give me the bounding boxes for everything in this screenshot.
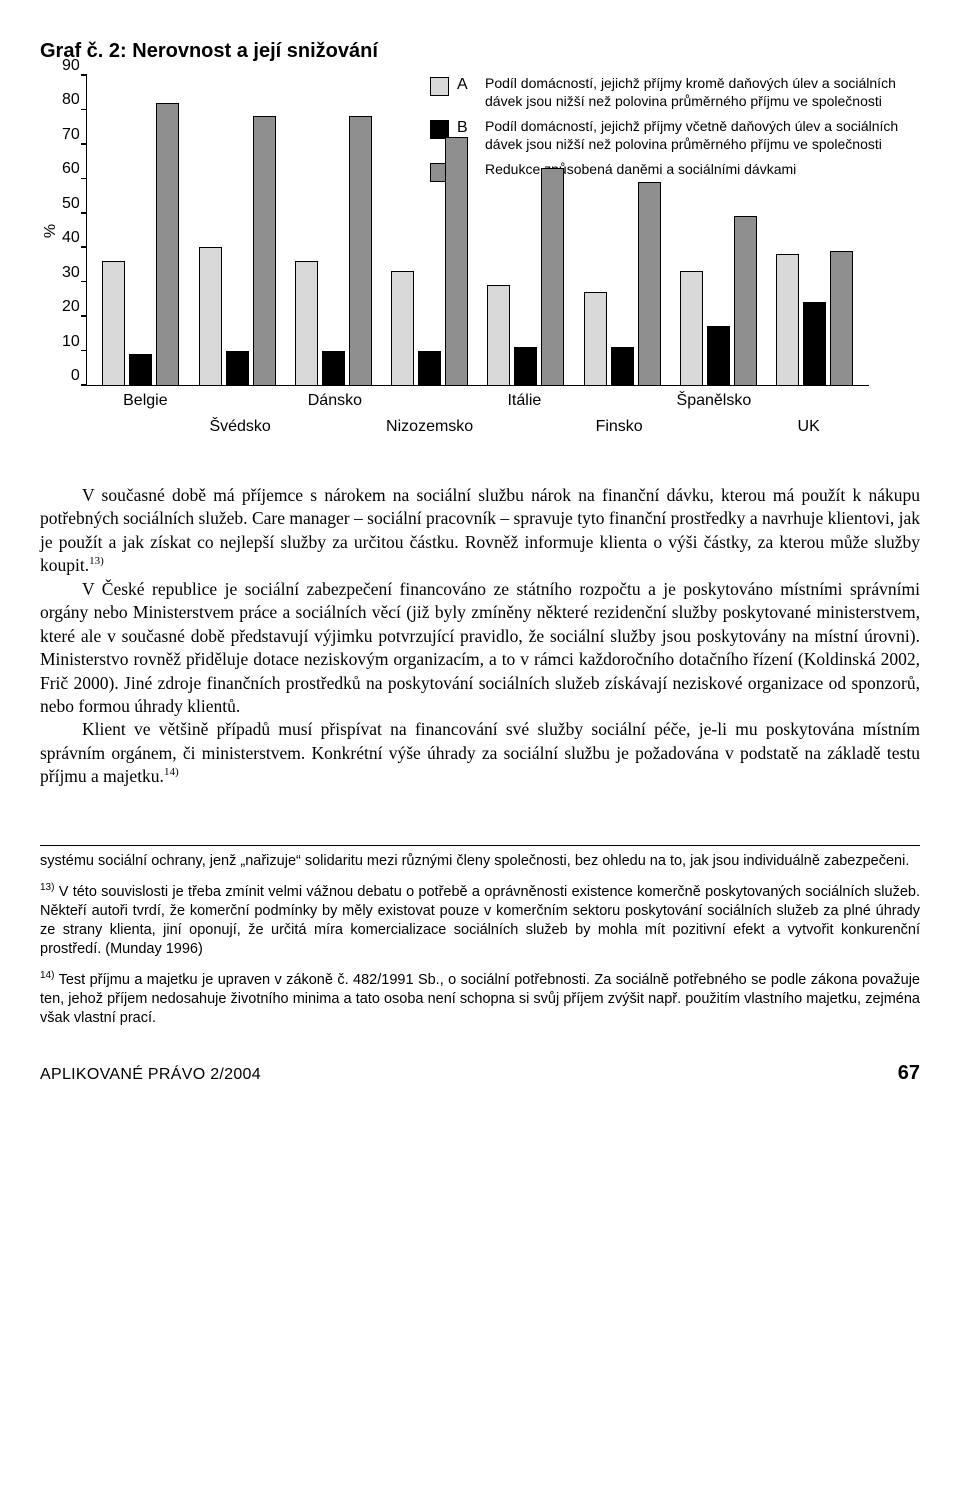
journal-name: APLIKOVANÉ PRÁVO 2/2004 [40,1066,261,1084]
bar-b [226,351,249,385]
bar-group [774,251,856,385]
bar-group [196,116,278,385]
footnote-ref-14: 14) [164,766,179,778]
x-tick-label: Švédsko [209,418,270,436]
x-tick-label: UK [798,418,820,436]
x-tick-label: Španělsko [677,392,752,410]
bar-a [584,292,607,385]
bar-c [830,251,853,385]
bar-a [391,271,414,385]
bar-group [100,103,182,385]
x-tick-label: Nizozemsko [386,418,473,436]
x-tick-label: Itálie [507,392,541,410]
bar-a [199,247,222,385]
bar-b [322,351,345,385]
bar-a [680,271,703,385]
y-axis-label: % [40,75,62,386]
bar-group [485,168,567,385]
bar-c [638,182,661,385]
page-footer: APLIKOVANÉ PRÁVO 2/2004 67 [40,1062,920,1085]
bar-c [445,137,468,385]
y-axis-ticks: 9080706050403020100 [62,66,86,376]
bar-c [253,116,276,385]
body-text: V současné době má příjemce s nárokem na… [40,484,920,789]
bar-b [129,354,152,385]
bar-group [292,116,374,385]
bar-b [418,351,441,385]
bar-group [389,137,471,385]
chart: % 9080706050403020100 [40,75,920,386]
footnote-ref-13: 13) [89,555,104,567]
bar-a [487,285,510,385]
footnotes: systému sociální ochrany, jenž „nařizuje… [40,845,920,1029]
bar-c [734,216,757,385]
x-tick-label: Dánsko [308,392,362,410]
plot-area [86,75,869,386]
bar-c [156,103,179,385]
bar-group [677,216,759,385]
bar-b [514,347,537,385]
bar-b [611,347,634,385]
footnote-13-label: 13) [40,882,54,893]
footnote-continuation: systému sociální ochrany, jenž „nařizuje… [40,852,920,871]
bar-a [102,261,125,385]
x-tick-label: Belgie [123,392,167,410]
footnote-14: Test příjmu a majetku je upraven v zákon… [40,972,920,1026]
chart-title: Graf č. 2: Nerovnost a její snižování [40,40,920,63]
bar-b [707,326,730,385]
footnote-14-label: 14) [40,970,54,981]
bar-c [541,168,564,385]
paragraph-1: V současné době má příjemce s nárokem na… [40,485,920,575]
bar-a [776,254,799,385]
bar-c [349,116,372,385]
x-tick-label: Finsko [596,418,643,436]
footnote-13: V této souvislosti je třeba zmínit velmi… [40,884,920,957]
x-axis-labels: Belgie Švédsko Dánsko Nizozemsko Itálie Finsk… [62,392,920,448]
page-number: 67 [898,1062,920,1085]
bar-group [581,182,663,385]
paragraph-2: V České republice je sociální zabezpečen… [40,578,920,719]
bar-b [803,302,826,385]
bar-a [295,261,318,385]
